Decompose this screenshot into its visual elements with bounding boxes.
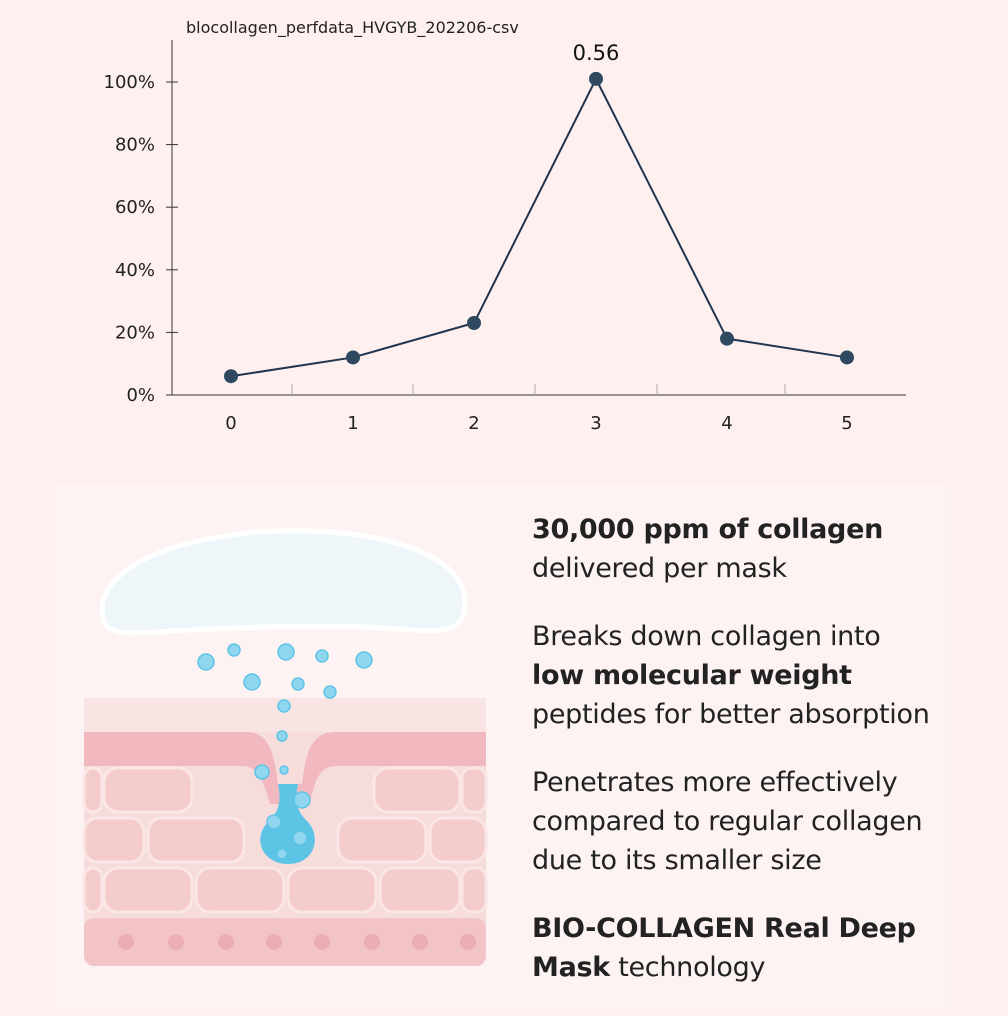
- collagen-infographic: 30,000 ppm of collagen delivered per mas…: [56, 484, 950, 1008]
- data-point-1: [346, 350, 360, 365]
- collagen-bubbles: [197, 643, 373, 860]
- skin-cells: [82, 766, 488, 914]
- series-line: [230, 76, 848, 378]
- feature-collagen-ppm: 30,000 ppm of collagen delivered per mas…: [532, 510, 942, 588]
- y-tick-label-0: 0%: [126, 385, 155, 406]
- x-tick-label-2: 2: [468, 413, 479, 434]
- x-tick-label-3: 3: [590, 413, 601, 434]
- epidermis-layer: [84, 732, 486, 804]
- feature-molecular-weight: Breaks down collagen into low molecular …: [532, 617, 942, 734]
- data-point-2: [467, 316, 481, 331]
- technology-suffix: technology: [609, 952, 766, 983]
- collagen-ppm-headline: 30,000 ppm of collagen: [532, 514, 884, 545]
- collagen-ppm-subline: delivered per mask: [532, 553, 787, 584]
- technology-bold-line: BIO-COLLAGEN Real Deep: [532, 913, 916, 944]
- y-tick-label-1: 20%: [115, 322, 155, 343]
- x-tick-label-5: 5: [841, 413, 852, 434]
- dermis-dots: [118, 934, 476, 950]
- y-tick-label-3: 60%: [115, 197, 155, 218]
- molecular-line-3: peptides for better absorption: [532, 699, 930, 730]
- x-tick-label-4: 4: [721, 413, 732, 434]
- y-tick-label-4: 80%: [115, 135, 155, 156]
- x-tick-label-0: 0: [225, 413, 236, 434]
- molecular-line-1: Breaks down collagen into: [532, 621, 881, 652]
- x-tick-label-1: 1: [347, 413, 358, 434]
- peak-annotation-label: 0.56: [573, 41, 620, 65]
- data-point-5: [840, 350, 854, 365]
- technology-bold-mask: Mask: [532, 952, 610, 983]
- skin-penetration-illustration: [82, 528, 488, 966]
- y-tick-label-5: 100%: [104, 72, 155, 93]
- feature-copy: 30,000 ppm of collagen delivered per mas…: [532, 510, 942, 1016]
- molecular-weight-bold: low molecular weight: [532, 660, 852, 691]
- data-point-4: [720, 331, 734, 346]
- y-tick-label-2: 40%: [115, 260, 155, 281]
- data-point-0: [224, 369, 238, 384]
- mask-sheet-shape: [99, 528, 468, 636]
- line-chart: 0% 20% 40% 60% 80% 100% 0 1 2 3 4 5 0.56: [104, 40, 906, 434]
- feature-technology: BIO-COLLAGEN Real Deep Mask technology: [532, 909, 942, 987]
- feature-penetration: Penetrates more effectively compared to …: [532, 767, 923, 876]
- dermis-layer: [84, 918, 486, 966]
- data-point-3: [589, 71, 603, 86]
- skin-top-layer: [84, 698, 486, 732]
- chart-file-label: blocollagen_perfdata_HVGYB_202206-csv: [186, 18, 519, 37]
